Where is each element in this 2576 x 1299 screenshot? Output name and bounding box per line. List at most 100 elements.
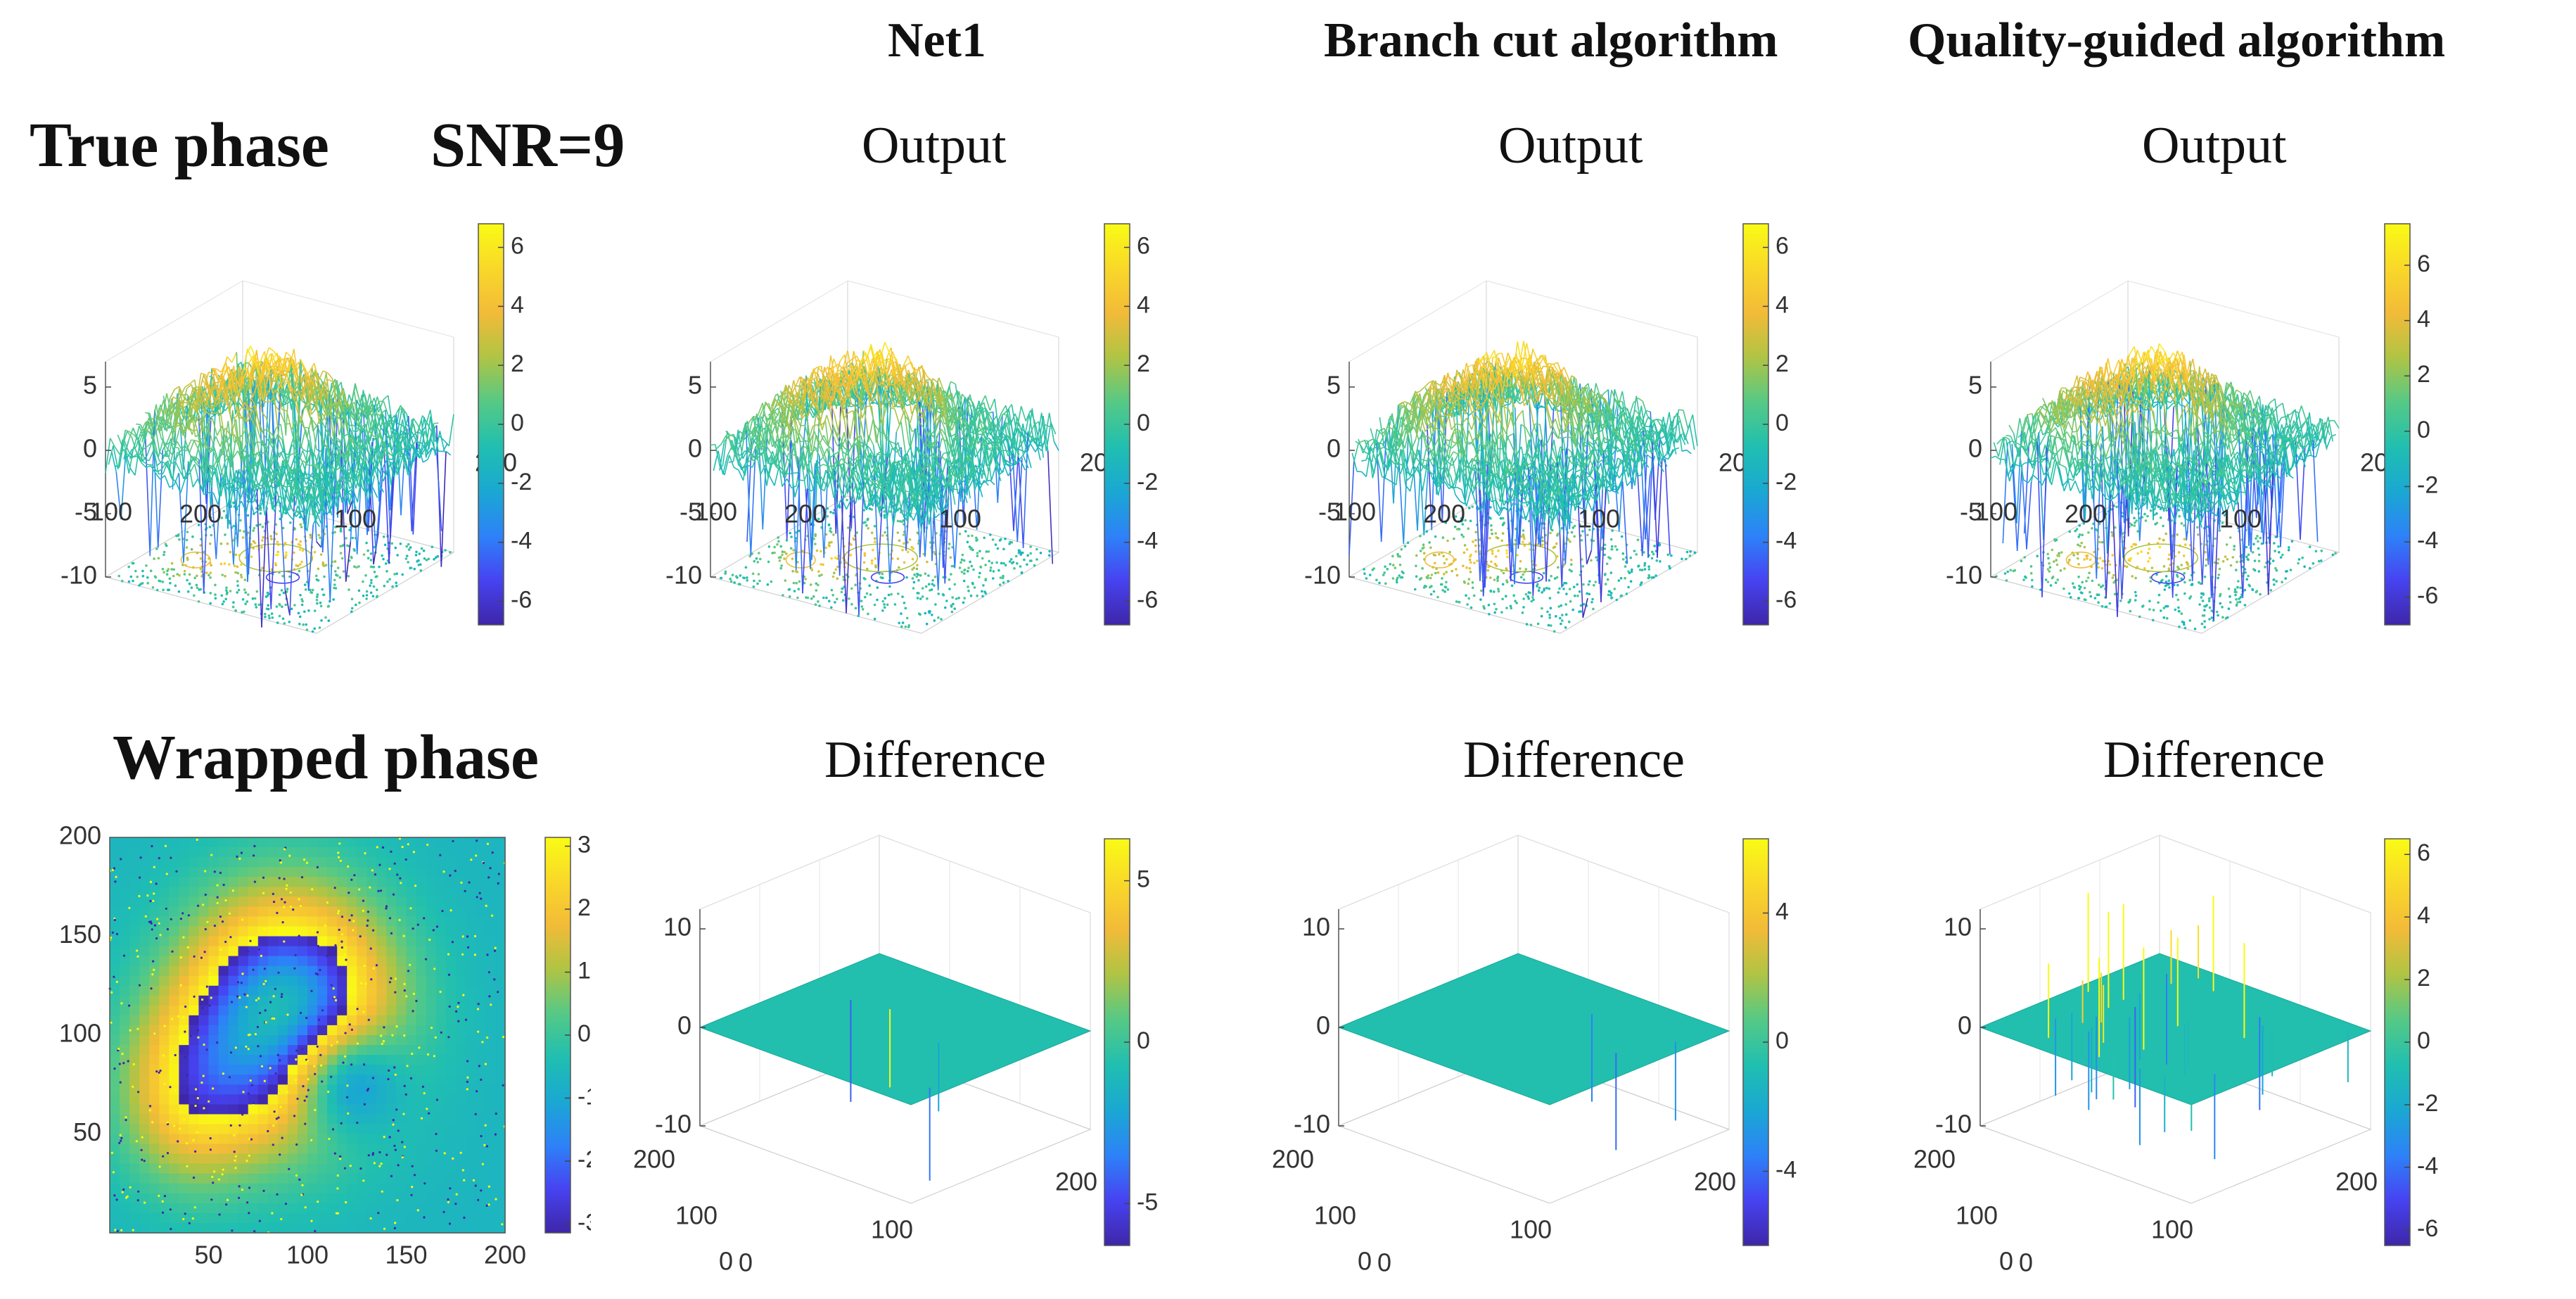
surface-segment bbox=[812, 409, 819, 419]
surface-segment bbox=[375, 490, 381, 552]
surface-segment bbox=[208, 388, 215, 398]
floor-contour-dot bbox=[867, 527, 869, 530]
floor-contour-dot bbox=[261, 526, 264, 528]
surface-segment bbox=[881, 359, 887, 460]
surface-segment bbox=[200, 467, 206, 490]
surface-segment bbox=[975, 464, 981, 485]
floor-contour-dot bbox=[239, 563, 243, 566]
floor-contour-dot bbox=[905, 616, 909, 620]
surface-segment bbox=[215, 399, 221, 407]
floor-contour-dot bbox=[232, 601, 235, 604]
floor-contour-dot bbox=[815, 589, 818, 592]
floor-contour-dot bbox=[1019, 553, 1023, 556]
surface-segment bbox=[231, 352, 238, 363]
floor-contour-dot bbox=[338, 576, 342, 579]
floor-contour-dot bbox=[773, 545, 776, 549]
surface-segment bbox=[158, 414, 165, 433]
floor-contour-dot bbox=[315, 574, 318, 578]
floor-contour-dot bbox=[860, 605, 864, 608]
surface-segment bbox=[395, 441, 401, 467]
floor-contour-dot bbox=[777, 536, 779, 539]
floor-contour-dot bbox=[297, 612, 300, 615]
floor-contour-dot bbox=[854, 583, 857, 586]
surface-segment bbox=[985, 479, 990, 482]
floor-contour-dot bbox=[756, 561, 760, 564]
floor-contour-dot bbox=[209, 602, 212, 605]
surface-segment bbox=[919, 412, 924, 414]
surface-segment bbox=[789, 415, 795, 436]
surface-segment bbox=[954, 488, 960, 569]
surface-segment bbox=[812, 400, 818, 409]
floor-contour-dot bbox=[950, 564, 954, 568]
surface-segment bbox=[813, 431, 820, 445]
floor-contour-dot bbox=[362, 594, 365, 597]
surface-segment bbox=[265, 353, 272, 363]
surface-segment bbox=[319, 381, 326, 394]
surface-segment bbox=[906, 384, 912, 414]
surface-segment bbox=[195, 440, 201, 443]
floor-contour-dot bbox=[872, 548, 874, 552]
floor-contour-dot bbox=[283, 556, 287, 559]
floor-contour-dot bbox=[729, 580, 733, 583]
surface-segment bbox=[321, 474, 328, 488]
surface-segment bbox=[239, 398, 246, 410]
surface-segment bbox=[764, 422, 770, 450]
surface-segment bbox=[847, 350, 853, 377]
surface-segment bbox=[872, 351, 878, 360]
floor-contour-dot bbox=[820, 563, 822, 566]
quality-guided-difference-title: Difference bbox=[2103, 731, 2325, 789]
surface-segment bbox=[188, 400, 195, 431]
surface-segment bbox=[440, 451, 447, 567]
surface-segment bbox=[198, 392, 205, 403]
surface-segment bbox=[920, 393, 926, 398]
surface-segment bbox=[293, 348, 300, 381]
floor-contour-dot bbox=[333, 531, 336, 534]
surface-segment bbox=[849, 410, 855, 439]
floor-contour-dot bbox=[967, 534, 970, 538]
surface-segment bbox=[380, 410, 386, 414]
surface-segment bbox=[850, 403, 857, 409]
surface-segment bbox=[316, 541, 322, 548]
surface-segment bbox=[1031, 408, 1038, 443]
surface-segment bbox=[144, 458, 150, 462]
snr-label: SNR=9 bbox=[431, 110, 625, 180]
floor-contour-dot bbox=[261, 539, 264, 542]
surface-segment bbox=[355, 386, 361, 403]
surface-segment bbox=[810, 434, 817, 459]
floor-contour-dot bbox=[191, 535, 194, 538]
floor-contour-dot bbox=[792, 581, 796, 585]
surface-segment bbox=[338, 494, 345, 502]
surface-segment bbox=[347, 472, 354, 491]
floor-contour-dot bbox=[209, 576, 212, 579]
surface-segment bbox=[438, 450, 443, 452]
floor-contour-dot bbox=[373, 571, 376, 574]
floor-contour-dot bbox=[1035, 558, 1038, 561]
floor-contour-dot bbox=[870, 531, 874, 534]
surface-segment bbox=[993, 447, 1000, 475]
floor-contour-dot bbox=[255, 606, 258, 609]
surface-segment bbox=[1033, 421, 1040, 426]
floor-contour-dot bbox=[431, 545, 434, 548]
surface-segment bbox=[926, 381, 933, 405]
floor-contour-dot bbox=[870, 508, 873, 511]
floor-contour-dot bbox=[333, 586, 336, 590]
surface-segment bbox=[945, 477, 951, 486]
surface-segment bbox=[1038, 421, 1045, 458]
floor-contour-dot bbox=[829, 531, 833, 533]
surface-segment bbox=[182, 426, 189, 436]
surface-segment bbox=[922, 405, 929, 417]
surface-segment bbox=[900, 422, 907, 456]
surface-segment bbox=[919, 383, 926, 412]
surface-segment bbox=[929, 405, 936, 425]
surface-segment bbox=[369, 422, 376, 441]
floor-contour-dot bbox=[1014, 555, 1018, 558]
surface-segment bbox=[775, 393, 782, 398]
surface-segment bbox=[907, 403, 912, 407]
floor-contour-dot bbox=[298, 569, 301, 573]
floor-contour-dot bbox=[296, 510, 299, 514]
floor-contour-dot bbox=[911, 547, 914, 550]
floor-contour-dot bbox=[257, 603, 261, 607]
surface-segment bbox=[177, 422, 184, 436]
surface-segment bbox=[1048, 412, 1055, 442]
surface-segment bbox=[295, 466, 301, 471]
